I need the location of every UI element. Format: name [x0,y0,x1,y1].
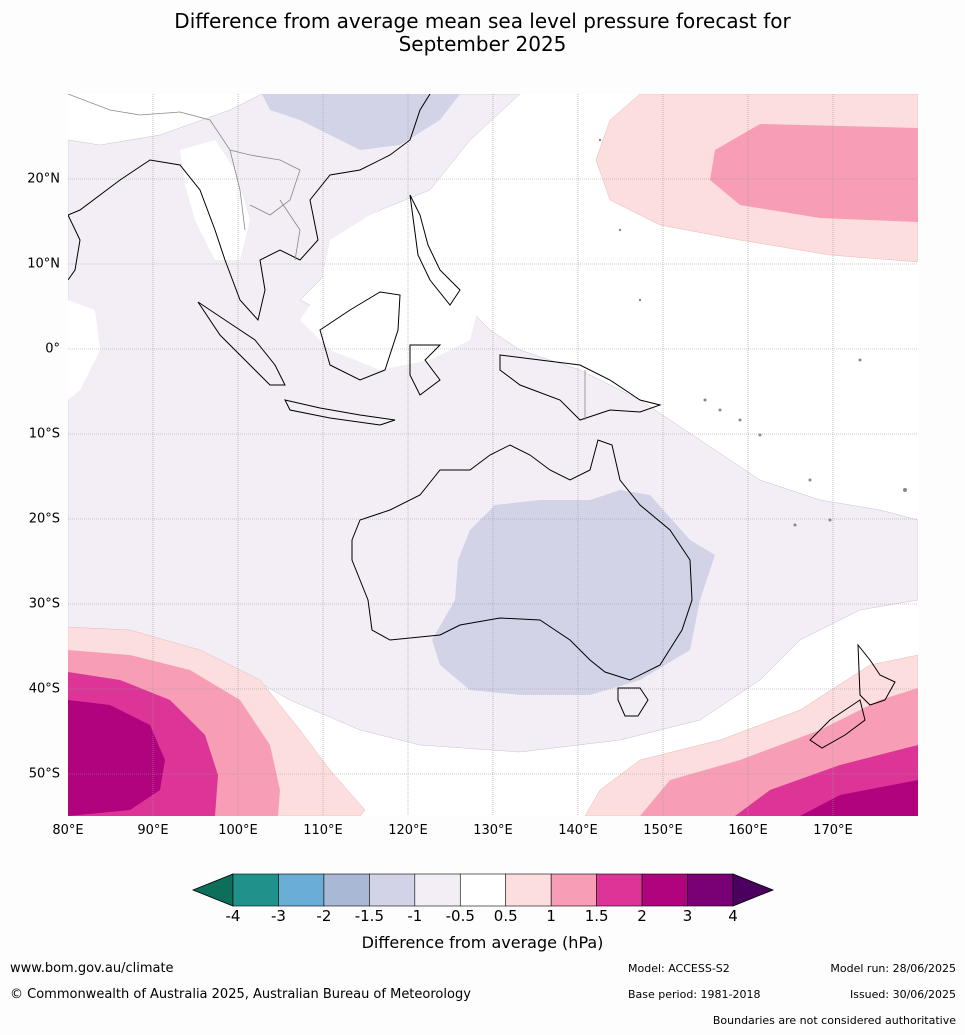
colorbar-swatch [550,873,597,907]
country-borders [68,94,586,420]
lon-label-90e: 90°E [137,823,169,838]
lon-label-80e: 80°E [52,823,84,838]
anomaly-region-neg1-australia [432,490,715,695]
map-title: Difference from average mean sea level p… [0,10,965,56]
sumatra-coast [197,301,286,386]
anomaly-region-neutral-west [68,300,100,400]
lat-label-30s: 30°S [28,596,60,612]
base-period-text: Base period: 1981-2018 [628,988,761,1001]
pacific-islands [598,138,907,527]
colorbar-swatch [641,873,688,907]
colorbar-swatch [687,873,734,907]
colorbar-swatch [596,873,643,907]
sulawesi-coast [409,344,442,396]
copyright-text: © Commonwealth of Australia 2025, Austra… [10,987,471,1002]
colorbar-tick-label: -1.5 [354,907,384,925]
title-line-2: September 2025 [398,32,567,56]
australia-coast [351,439,693,681]
colorbar-tick-label: -4 [225,907,241,925]
lat-label-10n: 10°N [27,256,60,272]
lon-label-170e: 170°E [813,823,853,838]
new-zealand-south-coast [809,699,866,749]
colorbar-extend-low [191,873,234,907]
anomaly-region-pos1-north-pacific [710,124,918,222]
colorbar-tick-label: -0.5 [445,907,475,925]
colorbar-extend-high [732,873,775,907]
issued-text: Issued: 30/06/2025 [849,988,956,1001]
borneo-coast [319,291,401,381]
colorbar-swatch [232,873,279,907]
philippines-coast [409,194,461,306]
lat-label-50s: 50°S [28,766,60,782]
colorbar-tick-label: -2 [316,907,332,925]
colorbar-swatch [459,873,507,907]
colorbar-title: Difference from average (hPa) [361,933,604,952]
graticule [68,94,918,816]
lat-label-10s: 10°S [28,426,60,442]
colorbar-tick-label: -3 [270,907,286,925]
lon-label-110e: 110°E [303,823,343,838]
lat-label-equator: 0° [45,341,60,357]
model-text: Model: ACCESS-S2 [628,962,730,975]
colorbar-tick-label: 4 [728,907,738,925]
pressure-anomaly-map [68,94,918,816]
asia-mainland-coast [68,94,431,322]
website-text: www.bom.gov.au/climate [10,961,174,976]
lon-label-120e: 120°E [388,823,428,838]
colorbar-swatch [505,873,552,907]
anomaly-region-neutral-asia [300,200,480,370]
disclaimer-text: Boundaries are not considered authoritat… [712,1014,956,1027]
lon-label-140e: 140°E [558,823,598,838]
lat-label-20s: 20°S [28,511,60,527]
anomaly-region-pos2-southeast [800,780,918,816]
title-line-1: Difference from average mean sea level p… [174,9,791,33]
lon-label-150e: 150°E [643,823,683,838]
colorbar-swatch [278,873,325,907]
colorbar-swatch [414,873,461,907]
colorbar-swatch [369,873,416,907]
coastlines [68,94,896,749]
colorbar-tick-label: 1.5 [584,907,609,925]
lon-label-100e: 100°E [218,823,258,838]
model-run-text: Model run: 28/06/2025 [830,962,956,975]
lat-label-20n: 20°N [27,171,60,187]
lon-label-160e: 160°E [728,823,768,838]
anomaly-region-neg1-north [262,94,460,150]
tasmania-coast [617,687,649,717]
java-coast [284,399,396,426]
lat-label-40s: 40°S [28,681,60,697]
colorbar-tick-label: 1 [546,907,556,925]
india-coast [68,214,81,281]
colorbar-tick-label: 0.5 [493,907,518,925]
new-zealand-north-coast [857,643,896,706]
anomaly-region-neutral-india [180,140,250,260]
new-guinea-coast [499,354,662,421]
colorbar-tick-label: 2 [637,907,647,925]
colorbar-swatch [323,873,370,907]
anomaly-region-pos2-southwest [68,700,165,816]
colorbar-tick-label: 3 [682,907,693,925]
colorbar-tick-label: -1 [407,907,423,925]
lon-label-130e: 130°E [473,823,513,838]
